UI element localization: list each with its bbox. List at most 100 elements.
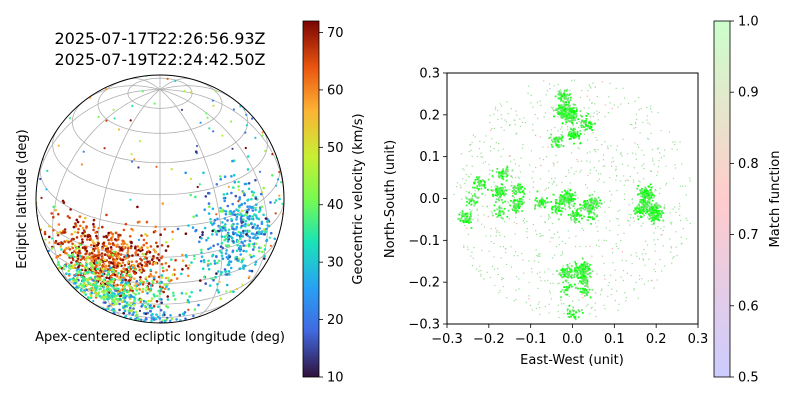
match-point — [555, 144, 558, 146]
radiant-point — [206, 264, 210, 267]
match-point — [539, 276, 541, 278]
match-point — [615, 149, 617, 151]
radiant-point — [144, 300, 148, 304]
radiant-point — [262, 213, 265, 217]
match-point — [636, 211, 639, 214]
radiant-point — [246, 168, 250, 171]
match-point — [563, 286, 566, 288]
radiant-point — [195, 144, 199, 148]
match-colorbar-gradient — [713, 20, 731, 378]
radiant-point — [95, 267, 99, 271]
radiant-point — [261, 134, 264, 137]
radiant-point — [47, 249, 50, 252]
radiant-point — [145, 241, 148, 245]
match-point — [648, 214, 651, 217]
match-point — [489, 169, 491, 171]
radiant-point — [162, 269, 165, 273]
graticule-line — [159, 85, 238, 103]
match-point — [534, 204, 537, 206]
match-point — [560, 93, 563, 96]
radiant-point — [72, 225, 76, 229]
match-point — [603, 274, 606, 277]
match-point — [596, 110, 598, 112]
radiant-point — [137, 292, 141, 295]
match-point — [589, 125, 592, 128]
match-point — [581, 257, 584, 260]
match-point — [653, 207, 656, 210]
radiant-point — [131, 104, 134, 107]
match-point — [572, 204, 575, 207]
match-point — [518, 207, 520, 209]
match-point — [608, 206, 610, 208]
match-point — [567, 105, 570, 108]
radiant-point — [227, 228, 231, 231]
radiant-point — [109, 246, 113, 249]
match-point — [498, 143, 500, 145]
radiant-point — [232, 210, 236, 213]
match-point — [500, 126, 502, 129]
radiant-point — [184, 232, 188, 235]
radiant-point — [154, 271, 158, 274]
match-point — [553, 165, 555, 167]
radiant-point — [105, 276, 108, 280]
radiant-point — [151, 281, 155, 285]
radiant-point — [216, 261, 219, 265]
match-point — [584, 268, 586, 271]
radiant-point — [130, 153, 133, 156]
radiant-point — [102, 241, 106, 245]
match-point — [576, 131, 579, 134]
match-point — [490, 129, 492, 131]
match-point — [483, 226, 485, 228]
radiant-point — [140, 234, 143, 237]
match-point — [573, 107, 575, 109]
match-point — [658, 216, 660, 218]
radiant-point — [57, 261, 60, 264]
match-point — [507, 201, 509, 203]
match-point — [570, 217, 572, 219]
radiant-point — [86, 255, 90, 259]
match-point — [595, 244, 598, 246]
match-point — [583, 291, 586, 294]
radiant-point — [264, 230, 267, 233]
match-point — [645, 205, 648, 207]
match-point — [500, 155, 502, 158]
match-point — [458, 213, 461, 216]
match-point — [473, 204, 476, 207]
radiant-point — [166, 298, 170, 301]
radiant-point — [68, 272, 71, 276]
match-point — [568, 273, 571, 276]
radiant-point — [194, 195, 197, 199]
graticule-line — [97, 89, 161, 319]
radiant-point — [157, 258, 161, 262]
match-point — [544, 280, 546, 282]
match-point — [581, 293, 583, 295]
match-point — [575, 246, 577, 248]
match-point — [565, 101, 567, 103]
match-point — [461, 198, 463, 200]
match-point — [585, 246, 587, 248]
match-point — [639, 215, 642, 217]
match-point — [464, 182, 466, 184]
radiant-point — [148, 309, 152, 313]
match-point — [650, 211, 653, 214]
match-point — [589, 169, 591, 171]
match-point — [567, 266, 569, 268]
radiant-point — [146, 260, 149, 264]
radiant-point — [68, 216, 71, 220]
match-point — [550, 201, 553, 203]
match-point — [665, 184, 667, 186]
match-point — [470, 149, 472, 152]
match-point — [645, 188, 647, 190]
radiant-point — [73, 244, 77, 247]
match-point — [456, 186, 458, 188]
match-point — [637, 172, 639, 174]
match-point — [511, 195, 514, 197]
match-point — [554, 254, 556, 256]
match-point — [657, 226, 659, 228]
match-point — [557, 137, 559, 140]
radiant-point — [190, 91, 193, 94]
radiant-point — [212, 244, 215, 248]
radiant-point — [144, 289, 148, 292]
match-point — [543, 206, 545, 208]
radiant-point — [263, 244, 266, 247]
